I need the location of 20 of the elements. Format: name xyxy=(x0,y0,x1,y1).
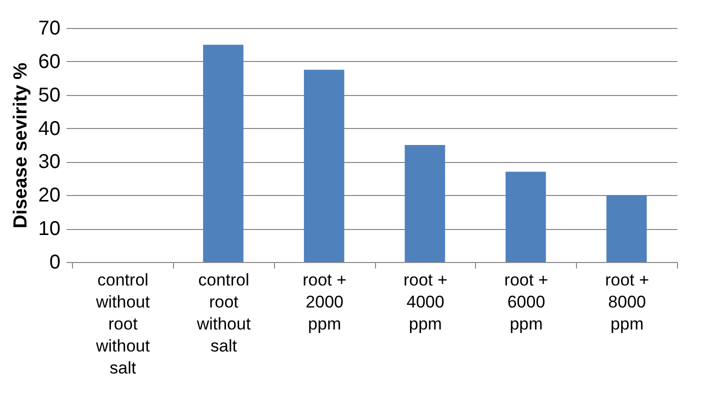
y-tick-label: 0 xyxy=(49,252,60,274)
y-tick-label: 50 xyxy=(38,84,60,106)
x-tick-label: control root without salt xyxy=(196,270,251,356)
y-tick-label: 20 xyxy=(38,184,60,207)
x-tick-label: root + 8000 ppm xyxy=(605,270,650,334)
y-tick-label: 10 xyxy=(38,218,60,240)
x-tick-label: root + 6000 ppm xyxy=(504,270,548,334)
bar xyxy=(506,172,546,262)
bar xyxy=(606,195,647,262)
y-tick-label: 70 xyxy=(38,18,60,40)
y-tick-label: 30 xyxy=(38,151,60,174)
x-tick-label: control without root without salt xyxy=(94,270,150,378)
bar xyxy=(404,145,446,262)
bar xyxy=(203,44,244,262)
bar xyxy=(304,70,344,262)
x-tick-label: root + 4000 ppm xyxy=(403,270,448,334)
x-tick-label: root + 2000 ppm xyxy=(302,270,347,334)
y-tick-label: 40 xyxy=(38,118,60,140)
y-tick-label: 60 xyxy=(38,50,60,73)
y-axis-title: Disease sevirity % xyxy=(10,62,32,228)
